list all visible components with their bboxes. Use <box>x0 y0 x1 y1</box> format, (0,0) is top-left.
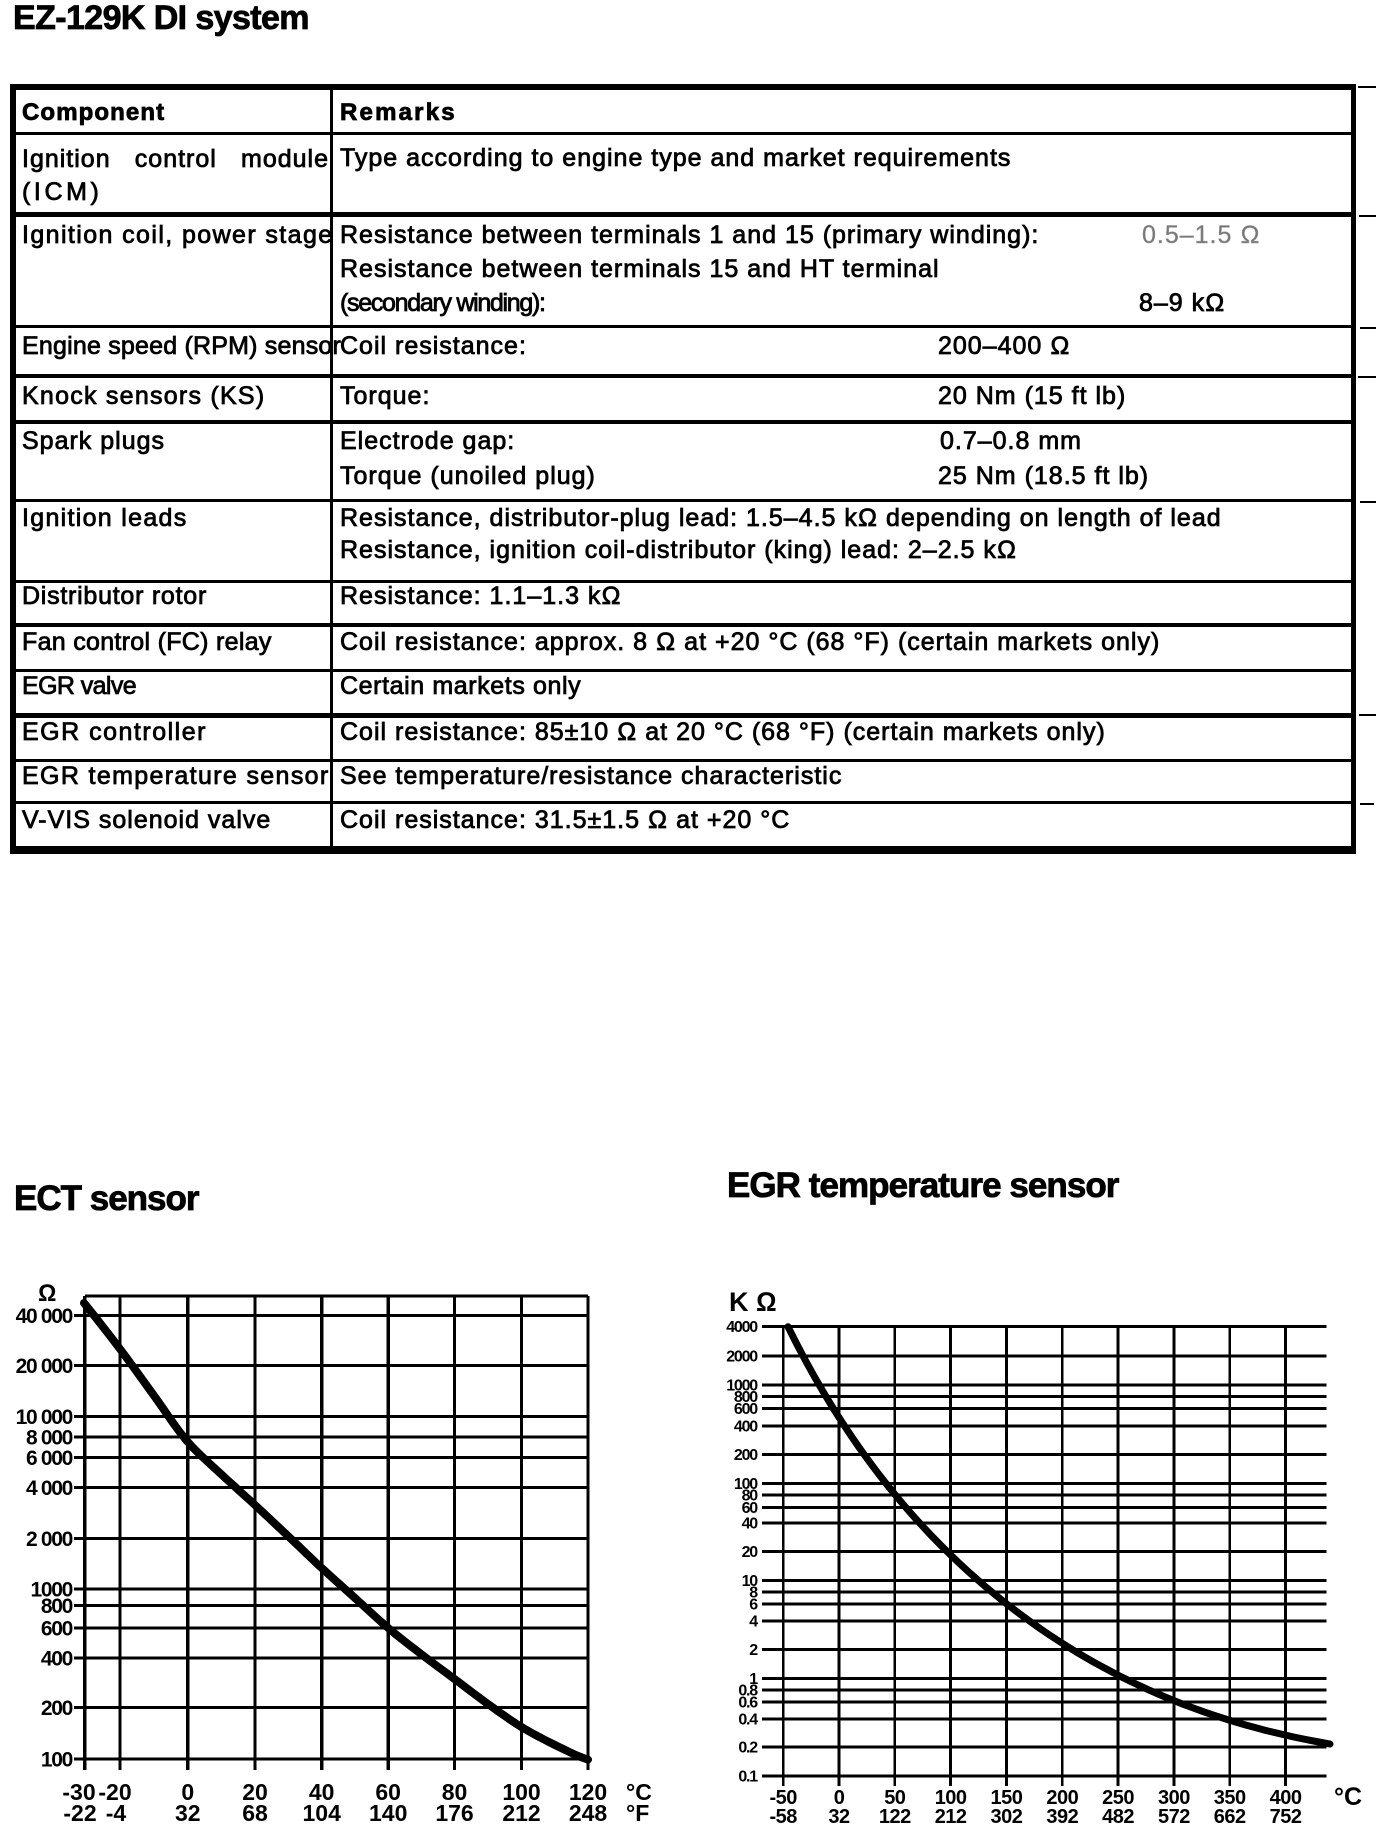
svg-text:4 000: 4 000 <box>26 1477 73 1500</box>
svg-text:122: 122 <box>879 1806 911 1828</box>
svg-text:80: 80 <box>442 1779 468 1805</box>
svg-text:10: 10 <box>742 1573 759 1590</box>
svg-text:2: 2 <box>749 1642 758 1659</box>
svg-text:120: 120 <box>569 1779 607 1805</box>
svg-text:2000: 2000 <box>726 1349 758 1366</box>
svg-text:50: 50 <box>884 1787 906 1809</box>
svg-text:200: 200 <box>41 1697 73 1720</box>
svg-text:400: 400 <box>41 1648 73 1671</box>
svg-text:68: 68 <box>242 1800 268 1826</box>
svg-text:-22: -22 <box>63 1800 96 1826</box>
svg-text:8: 8 <box>749 1585 758 1602</box>
svg-text:32: 32 <box>175 1800 201 1826</box>
svg-text:1: 1 <box>749 1671 758 1688</box>
svg-text:104: 104 <box>303 1800 342 1826</box>
svg-text:40: 40 <box>742 1516 759 1533</box>
svg-text:248: 248 <box>569 1800 608 1826</box>
svg-text:392: 392 <box>1046 1806 1078 1828</box>
svg-text:6 000: 6 000 <box>26 1447 73 1470</box>
svg-text:752: 752 <box>1270 1806 1302 1828</box>
svg-text:20: 20 <box>242 1779 268 1805</box>
svg-text:4: 4 <box>749 1614 758 1631</box>
svg-text:176: 176 <box>435 1800 473 1826</box>
svg-text:0: 0 <box>834 1787 845 1809</box>
svg-text:0.1: 0.1 <box>738 1769 758 1786</box>
svg-text:°F: °F <box>626 1800 649 1826</box>
svg-text:-58: -58 <box>769 1806 797 1828</box>
svg-text:662: 662 <box>1214 1806 1246 1828</box>
svg-text:0.6: 0.6 <box>738 1695 758 1712</box>
svg-text:°C: °C <box>1334 1783 1362 1811</box>
svg-text:-4: -4 <box>106 1800 127 1826</box>
svg-text:80: 80 <box>742 1488 759 1505</box>
svg-text:-20: -20 <box>98 1779 131 1805</box>
svg-text:60: 60 <box>375 1779 401 1805</box>
svg-text:800: 800 <box>734 1389 758 1406</box>
svg-text:-50: -50 <box>769 1787 797 1809</box>
svg-text:4000: 4000 <box>726 1319 758 1336</box>
svg-text:250: 250 <box>1102 1787 1134 1809</box>
svg-text:0.8: 0.8 <box>738 1683 758 1700</box>
svg-text:212: 212 <box>502 1800 540 1826</box>
svg-text:-30: -30 <box>62 1779 95 1805</box>
svg-text:1000: 1000 <box>30 1579 72 1602</box>
svg-text:100: 100 <box>935 1787 967 1809</box>
svg-text:Ω: Ω <box>38 1280 56 1307</box>
svg-text:0: 0 <box>181 1779 194 1805</box>
svg-text:100: 100 <box>502 1779 540 1805</box>
svg-text:0.2: 0.2 <box>738 1740 758 1757</box>
svg-text:200: 200 <box>1046 1787 1078 1809</box>
svg-text:1000: 1000 <box>726 1378 758 1395</box>
svg-text:20 000: 20 000 <box>16 1355 73 1378</box>
svg-text:K Ω: K Ω <box>729 1287 777 1317</box>
svg-text:6: 6 <box>749 1597 758 1614</box>
svg-text:600: 600 <box>734 1401 758 1418</box>
svg-text:32: 32 <box>828 1806 850 1828</box>
svg-text:60: 60 <box>742 1500 759 1517</box>
svg-text:2 000: 2 000 <box>26 1528 73 1551</box>
svg-text:0.4: 0.4 <box>738 1712 758 1729</box>
svg-text:300: 300 <box>1158 1787 1190 1809</box>
svg-text:200: 200 <box>734 1447 758 1464</box>
svg-text:10 000: 10 000 <box>16 1406 73 1429</box>
svg-text:20: 20 <box>742 1544 759 1561</box>
svg-text:140: 140 <box>369 1800 407 1826</box>
svg-text:100: 100 <box>41 1749 73 1772</box>
svg-text:800: 800 <box>41 1595 73 1618</box>
svg-text:150: 150 <box>991 1787 1023 1809</box>
svg-text:40 000: 40 000 <box>16 1305 73 1328</box>
svg-text:100: 100 <box>734 1476 758 1493</box>
svg-text:302: 302 <box>991 1806 1023 1828</box>
svg-text:600: 600 <box>41 1618 73 1641</box>
svg-text:40: 40 <box>309 1779 335 1805</box>
svg-text:572: 572 <box>1158 1806 1190 1828</box>
svg-text:212: 212 <box>935 1806 967 1828</box>
svg-text:400: 400 <box>734 1419 758 1436</box>
svg-text:400: 400 <box>1270 1787 1302 1809</box>
svg-text:482: 482 <box>1102 1806 1134 1828</box>
svg-text:°C: °C <box>626 1779 652 1805</box>
svg-text:8 000: 8 000 <box>26 1427 73 1450</box>
svg-text:350: 350 <box>1214 1787 1246 1809</box>
